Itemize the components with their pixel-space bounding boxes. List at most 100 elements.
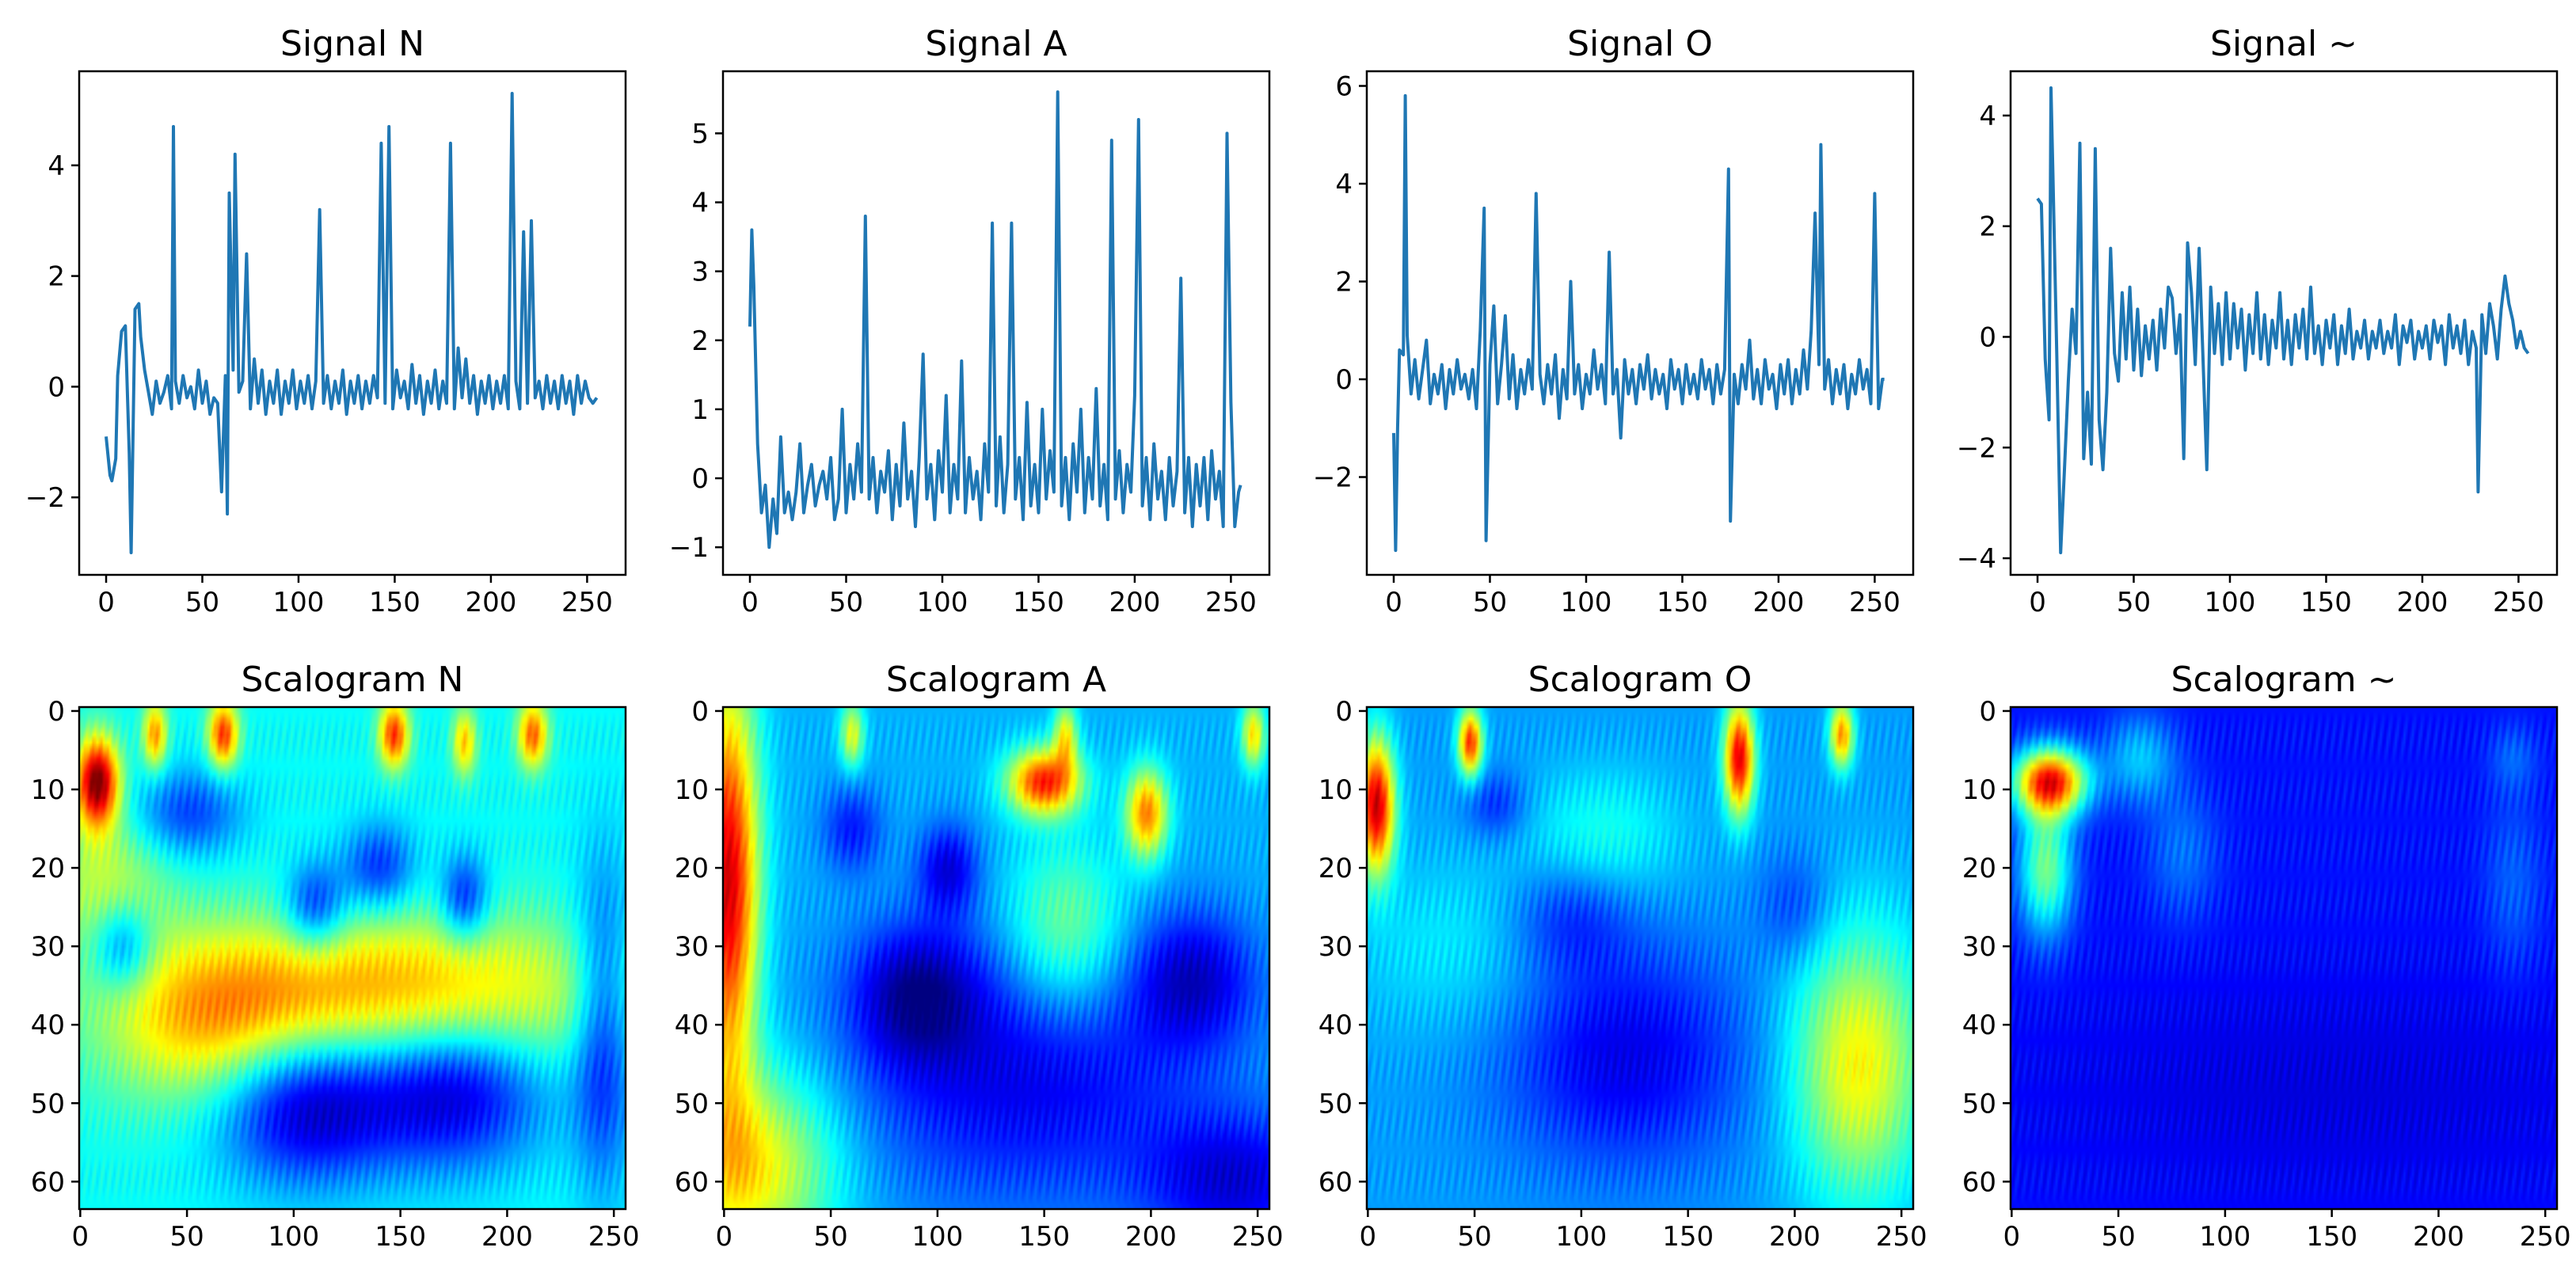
chart-title: Signal A xyxy=(925,24,1067,64)
y-tick-label: 1 xyxy=(691,394,709,426)
y-tick-label: 20 xyxy=(1962,853,1996,884)
y-tick-label: 40 xyxy=(1318,1010,1353,1041)
scalogram-heatmap xyxy=(2011,707,2557,1209)
chart-title: Scalogram ~ xyxy=(2171,660,2397,700)
x-tick-label: 0 xyxy=(2003,1221,2021,1253)
y-tick-label: 10 xyxy=(675,774,709,806)
y-tick-label: 40 xyxy=(31,1010,65,1041)
x-tick-label: 100 xyxy=(1561,587,1612,618)
y-tick-label: 0 xyxy=(1979,321,1996,353)
y-tick-label: 0 xyxy=(1335,696,1353,728)
axes-frame xyxy=(1365,705,1915,1211)
y-tick-label: 60 xyxy=(675,1166,709,1198)
x-tick-label: 200 xyxy=(2413,1221,2464,1253)
y-tick-label: 30 xyxy=(31,931,65,963)
x-tick-label: 150 xyxy=(2300,587,2352,618)
y-tick-label: 4 xyxy=(48,150,65,182)
chart-title: Scalogram A xyxy=(886,660,1106,700)
axes-frame xyxy=(1365,70,1915,576)
y-tick-label: 20 xyxy=(31,853,65,884)
y-tick-label: 0 xyxy=(1335,364,1353,396)
x-tick-label: 0 xyxy=(1360,1221,1377,1253)
x-tick-label: 100 xyxy=(911,1221,963,1253)
x-tick-label: 150 xyxy=(369,587,420,618)
x-tick-label: 50 xyxy=(829,587,863,618)
x-tick-label: 200 xyxy=(1752,587,1804,618)
y-tick-label: 0 xyxy=(691,696,709,728)
chart-title: Scalogram N xyxy=(242,660,464,700)
y-tick-label: 10 xyxy=(1318,774,1353,806)
x-tick-label: 50 xyxy=(169,1221,204,1253)
axes-frame xyxy=(78,70,627,576)
x-tick-label: 200 xyxy=(1109,587,1160,618)
y-tick-label: 4 xyxy=(1335,169,1353,200)
y-tick-label: 60 xyxy=(31,1166,65,1198)
x-tick-label: 250 xyxy=(1232,1221,1284,1253)
x-tick-label: 50 xyxy=(1473,587,1507,618)
y-tick-label: 4 xyxy=(691,188,709,219)
x-tick-label: 100 xyxy=(273,587,325,618)
x-tick-label: 150 xyxy=(1018,1221,1070,1253)
x-tick-label: 250 xyxy=(1849,587,1901,618)
y-tick-label: 20 xyxy=(1318,853,1353,884)
x-tick-label: 0 xyxy=(716,1221,733,1253)
axes-frame xyxy=(721,705,1271,1211)
x-tick-label: 100 xyxy=(917,587,968,618)
y-tick-label: −2 xyxy=(25,482,65,514)
x-tick-label: 200 xyxy=(465,587,516,618)
y-tick-label: 5 xyxy=(691,118,709,150)
axes-frame xyxy=(2009,70,2559,576)
chart-title: Scalogram O xyxy=(1528,660,1752,700)
y-tick-label: 20 xyxy=(675,853,709,884)
x-tick-label: 200 xyxy=(1769,1221,1821,1253)
x-tick-label: 50 xyxy=(2117,587,2151,618)
signal-series-line xyxy=(2036,86,2530,554)
y-tick-label: −2 xyxy=(1957,432,1996,464)
x-tick-label: 0 xyxy=(97,587,115,618)
x-tick-label: 250 xyxy=(588,1221,640,1253)
signal-series-line xyxy=(1392,93,1885,553)
x-tick-label: 150 xyxy=(375,1221,426,1253)
y-tick-label: 60 xyxy=(1318,1166,1353,1198)
chart-title: Signal N xyxy=(280,24,424,64)
x-tick-label: 250 xyxy=(561,587,613,618)
y-tick-label: 0 xyxy=(691,463,709,495)
scalogram-heatmap xyxy=(79,707,626,1209)
x-tick-label: 200 xyxy=(1125,1221,1177,1253)
y-tick-label: 0 xyxy=(1979,696,1996,728)
y-tick-label: 2 xyxy=(691,325,709,357)
y-tick-label: −1 xyxy=(669,532,709,564)
y-tick-label: 0 xyxy=(48,371,65,403)
signal-series-line xyxy=(748,90,1242,550)
chart-title: Signal ~ xyxy=(2210,24,2357,64)
y-tick-label: 30 xyxy=(1962,931,1996,963)
y-tick-label: −4 xyxy=(1957,543,1996,575)
x-tick-label: 0 xyxy=(2029,587,2046,618)
x-tick-label: 100 xyxy=(268,1221,319,1253)
x-tick-label: 0 xyxy=(741,587,759,618)
y-tick-label: 30 xyxy=(1318,931,1353,963)
x-tick-label: 200 xyxy=(2396,587,2448,618)
x-tick-label: 150 xyxy=(1657,587,1708,618)
y-tick-label: 10 xyxy=(1962,774,1996,806)
y-tick-label: −2 xyxy=(1313,462,1353,494)
x-tick-label: 150 xyxy=(1013,587,1064,618)
x-tick-label: 0 xyxy=(72,1221,89,1253)
signal-series-line xyxy=(105,92,599,554)
y-tick-label: 50 xyxy=(675,1088,709,1120)
x-tick-label: 100 xyxy=(2199,1221,2251,1253)
y-tick-label: 6 xyxy=(1335,71,1353,103)
y-tick-label: 2 xyxy=(48,261,65,293)
y-tick-label: 60 xyxy=(1962,1166,1996,1198)
x-tick-label: 0 xyxy=(1385,587,1402,618)
x-tick-label: 50 xyxy=(813,1221,847,1253)
x-tick-label: 200 xyxy=(481,1221,533,1253)
x-tick-label: 100 xyxy=(2205,587,2256,618)
y-tick-label: 2 xyxy=(1335,267,1353,299)
scalogram-heatmap xyxy=(723,707,1269,1209)
y-tick-label: 40 xyxy=(675,1010,709,1041)
y-tick-label: 50 xyxy=(1962,1088,1996,1120)
scalogram-heatmap xyxy=(1367,707,1913,1209)
x-tick-label: 150 xyxy=(1662,1221,1714,1253)
x-tick-label: 50 xyxy=(1457,1221,1491,1253)
